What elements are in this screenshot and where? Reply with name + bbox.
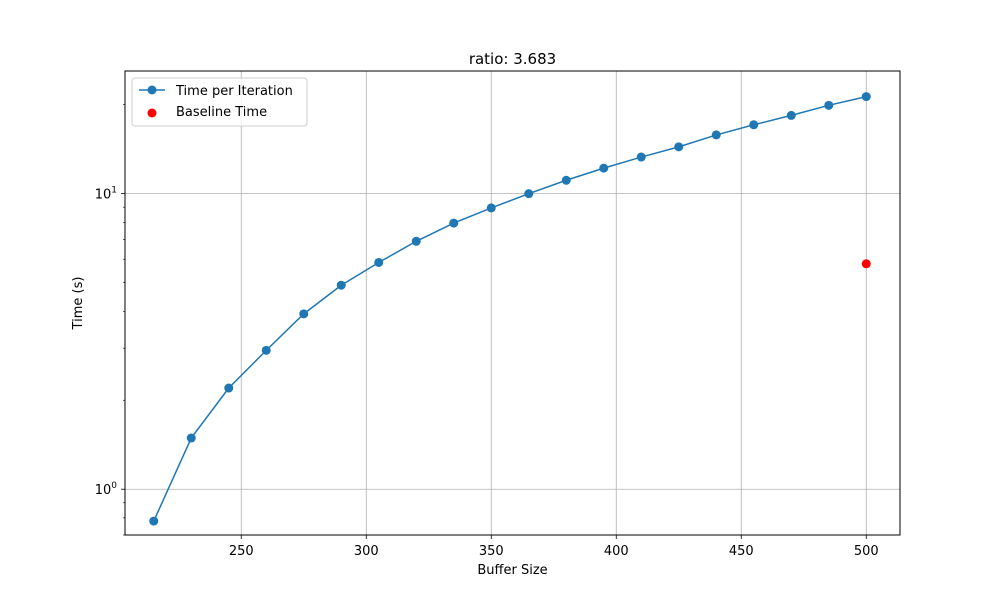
plot-frame	[124, 70, 901, 536]
series-time-per-iteration-line	[153, 95, 867, 522]
series-time-per-iteration-point	[374, 257, 384, 267]
series-time-per-iteration-point	[224, 383, 234, 393]
series-time-per-iteration-point	[411, 236, 421, 246]
series-time-per-iteration-point	[486, 203, 496, 213]
x-tick-label: 300	[354, 544, 379, 559]
x-tick-label: 250	[229, 544, 254, 559]
legend-label-time-per-iteration: Time per Iteration	[175, 84, 293, 99]
legend-marker-baseline-time	[147, 108, 157, 118]
series-time-per-iteration-point	[449, 218, 459, 228]
series-time-per-iteration-point	[674, 142, 684, 152]
series-baseline-time-point	[861, 259, 871, 269]
grid	[125, 71, 900, 535]
y-axis-label: Time (s)	[71, 277, 86, 331]
series-time-per-iteration-point	[599, 163, 609, 173]
series-time-per-iteration-point	[149, 516, 159, 526]
series-time-per-iteration-point	[711, 130, 721, 140]
series-time-per-iteration-point	[524, 189, 534, 199]
x-tick-label: 350	[479, 544, 504, 559]
legend-marker-time-per-iteration	[147, 85, 157, 95]
chart-title: ratio: 3.683	[469, 50, 556, 68]
series-time-per-iteration-point	[749, 120, 759, 130]
ticks: 250 300 350 400 450 500 100 101	[95, 104, 879, 559]
series-time-per-iteration-point	[261, 345, 271, 355]
legend-frame	[131, 77, 308, 127]
series-time-per-iteration-point	[186, 433, 196, 443]
series-time-per-iteration-point	[561, 175, 571, 185]
x-tick-label: 400	[604, 544, 629, 559]
legend-label-baseline-time: Baseline Time	[176, 105, 267, 120]
series-time-per-iteration-point	[336, 280, 346, 290]
x-axis-label: Buffer Size	[477, 563, 547, 578]
series-time-per-iteration-point	[861, 92, 871, 102]
series-time-per-iteration-point	[299, 309, 309, 319]
y-tick-label: 100	[95, 481, 118, 498]
x-tick-label: 500	[854, 544, 879, 559]
series-time-per-iteration-point	[786, 110, 796, 120]
series-layer	[149, 92, 871, 526]
series-time-per-iteration-point	[636, 152, 646, 162]
series-time-per-iteration-point	[824, 100, 834, 110]
legend: Time per Iteration Baseline Time	[131, 77, 308, 127]
y-tick-label: 101	[95, 186, 117, 203]
x-tick-label: 450	[729, 544, 754, 559]
